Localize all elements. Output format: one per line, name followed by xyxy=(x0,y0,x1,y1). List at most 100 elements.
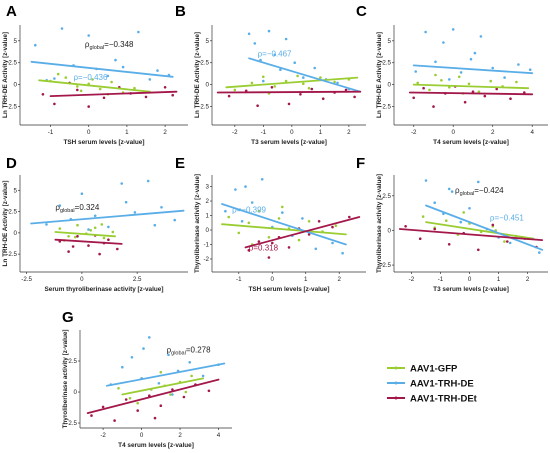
x-tick-label: 2 xyxy=(178,432,182,439)
y-tick-label: 2.5 xyxy=(200,60,209,67)
x-tick-label: 1 xyxy=(319,129,323,136)
point-trh-det xyxy=(153,416,157,420)
point-gfp xyxy=(297,238,301,242)
point-gfp xyxy=(489,79,493,83)
point-gfp xyxy=(111,230,115,234)
point-gfp xyxy=(128,396,132,400)
point-gfp xyxy=(302,82,305,86)
correlation-annotation: ρ=−0.399 xyxy=(232,206,266,215)
point-gfp xyxy=(64,76,68,79)
fit-line-trh-det xyxy=(244,216,361,249)
point-trh-de xyxy=(433,201,437,204)
point-gfp xyxy=(184,390,188,394)
point-trh-det xyxy=(506,240,509,243)
y-tick-label: -2.5 xyxy=(380,104,391,111)
x-tick-label: 2.5 xyxy=(133,276,142,283)
point-trh-de xyxy=(107,225,110,229)
panel-label: B xyxy=(175,3,186,20)
point-gfp xyxy=(445,219,448,222)
fit-line-gfp xyxy=(221,223,347,236)
point-trh-det xyxy=(87,105,90,108)
legend-item-trh-de: AAV1-TRH-DE xyxy=(387,379,474,390)
point-gfp xyxy=(448,86,451,89)
point-trh-det xyxy=(477,248,480,252)
point-trh-de xyxy=(120,182,123,185)
point-gfp xyxy=(421,215,425,218)
point-gfp xyxy=(117,387,120,390)
point-trh-de xyxy=(459,220,463,224)
x-tick-label: 1 xyxy=(497,276,501,283)
point-trh-det xyxy=(171,93,174,97)
point-trh-de xyxy=(148,336,151,339)
point-trh-det xyxy=(163,86,167,89)
legend-marker xyxy=(394,381,398,385)
point-trh-de xyxy=(153,223,157,227)
point-trh-det xyxy=(463,100,467,104)
panel-b: B -2.5 0 2.5 5 -2 -1 0 1 2 T3 serum levels [z-valu… xyxy=(175,3,366,146)
y-axis-label: Ln TRH-DE Activity [z-value] xyxy=(376,32,383,118)
panel-label: D xyxy=(6,155,17,172)
x-tick-label: 1 xyxy=(304,276,308,283)
point-gfp xyxy=(237,231,241,235)
point-trh-det xyxy=(207,389,211,393)
point-trh-de xyxy=(121,365,124,369)
point-trh-de xyxy=(262,79,265,83)
point-trh-de xyxy=(45,223,48,226)
point-trh-de xyxy=(267,29,271,33)
fit-line-trh-de xyxy=(221,203,347,246)
fit-line-trh-det xyxy=(216,90,362,94)
point-trh-de xyxy=(244,185,247,188)
point-trh-de xyxy=(469,57,473,61)
point-trh-det xyxy=(509,97,512,100)
x-tick-label: 4 xyxy=(217,432,221,439)
x-tick-label: -2 xyxy=(100,432,106,439)
y-tick-label: -2.5 xyxy=(198,104,209,111)
correlation-annotation: ρ=−0.467 xyxy=(258,50,292,59)
x-tick-label: -1 xyxy=(236,276,242,283)
point-gfp xyxy=(102,236,106,240)
point-trh-det xyxy=(270,86,274,89)
point-trh-det xyxy=(159,404,163,408)
y-tick-label: 5 xyxy=(14,187,18,194)
y-tick-label: -1 xyxy=(203,241,209,248)
point-trh-de xyxy=(414,70,418,73)
point-trh-det xyxy=(90,414,93,417)
y-tick-label: 0 xyxy=(388,227,392,234)
y-tick-label: 0 xyxy=(206,82,210,89)
y-tick-label: -2.5 xyxy=(6,104,17,111)
point-gfp xyxy=(233,88,237,92)
point-trh-det xyxy=(422,86,425,90)
point-trh-de xyxy=(491,66,495,70)
point-gfp xyxy=(227,215,230,219)
fit-line-gfp xyxy=(121,377,205,396)
correlation-annotation: ρglobal=0.324 xyxy=(55,203,99,214)
point-trh-de xyxy=(479,35,483,38)
point-trh-de xyxy=(167,353,170,357)
point-trh-det xyxy=(317,220,321,223)
y-tick-label: 5 xyxy=(206,38,210,45)
y-tick-label: 0 xyxy=(14,82,18,89)
point-trh-de xyxy=(137,30,140,34)
fit-line-gfp xyxy=(412,83,530,90)
panel-label: G xyxy=(62,309,74,326)
point-trh-det xyxy=(307,233,311,236)
x-tick-label: 2 xyxy=(526,276,530,283)
point-trh-de xyxy=(53,77,56,80)
point-trh-de xyxy=(240,220,244,223)
correlation-annotation: ρglobal=0.278 xyxy=(167,345,211,356)
point-gfp xyxy=(273,85,277,88)
x-axis-label: T3 serum levels [z-value] xyxy=(433,286,509,293)
correlation-annotation: ρ=−0.436 xyxy=(74,73,108,82)
point-trh-de xyxy=(250,201,254,204)
point-gfp xyxy=(277,217,281,220)
fit-line-trh-det xyxy=(398,228,544,242)
point-trh-de xyxy=(314,247,318,251)
y-tick-label: -2.5 xyxy=(380,262,391,269)
point-gfp xyxy=(262,75,265,79)
point-trh-de xyxy=(341,251,344,255)
point-trh-det xyxy=(182,395,186,399)
panel-d: D -2.5 0 2.5 5 -2.5 0 2.5 Serum thyroliberinase … xyxy=(2,155,188,293)
point-gfp xyxy=(515,80,518,84)
y-axis-label: Thyroliberinase activity [z-value] xyxy=(376,174,383,273)
